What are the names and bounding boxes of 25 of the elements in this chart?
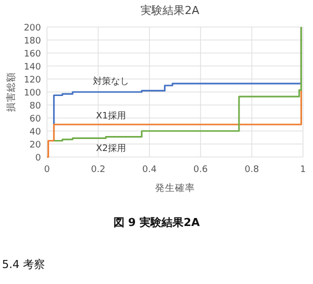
y-tick-label: 160 [24, 50, 42, 60]
y-tick-label: 200 [24, 24, 42, 34]
y-tick-label: 80 [30, 102, 42, 112]
y-tick-label: 120 [24, 76, 42, 86]
y-tick-label: 140 [24, 62, 42, 72]
x-tick-label: 0.8 [244, 165, 260, 175]
x-axis-title: 発生確率 [155, 182, 195, 194]
x-tick-label: 0.6 [193, 165, 208, 175]
x-tick-label: 0.4 [142, 165, 157, 175]
series-label: X2採用 [96, 142, 126, 154]
y-tick-label: 20 [30, 140, 42, 150]
y-tick-label: 60 [30, 114, 42, 124]
x-tick-label: 0 [44, 165, 50, 175]
series-label: 対策なし [93, 76, 129, 87]
text: 5.4 考察 [2, 258, 45, 271]
x-tick-label: 1 [300, 165, 306, 175]
series-label: X1採用 [96, 110, 126, 122]
y-tick-label: 100 [24, 88, 42, 98]
x-tick-label: 0.2 [91, 165, 106, 175]
y-tick-label: 180 [24, 36, 42, 46]
chart-title: 実験結果2A [140, 4, 200, 17]
caption: 図 9 実験結果2A [113, 216, 200, 229]
y-axis-title: 損害総額 [5, 72, 17, 112]
y-tick-label: 40 [30, 128, 42, 138]
y-tick-label: 0 [35, 154, 42, 164]
